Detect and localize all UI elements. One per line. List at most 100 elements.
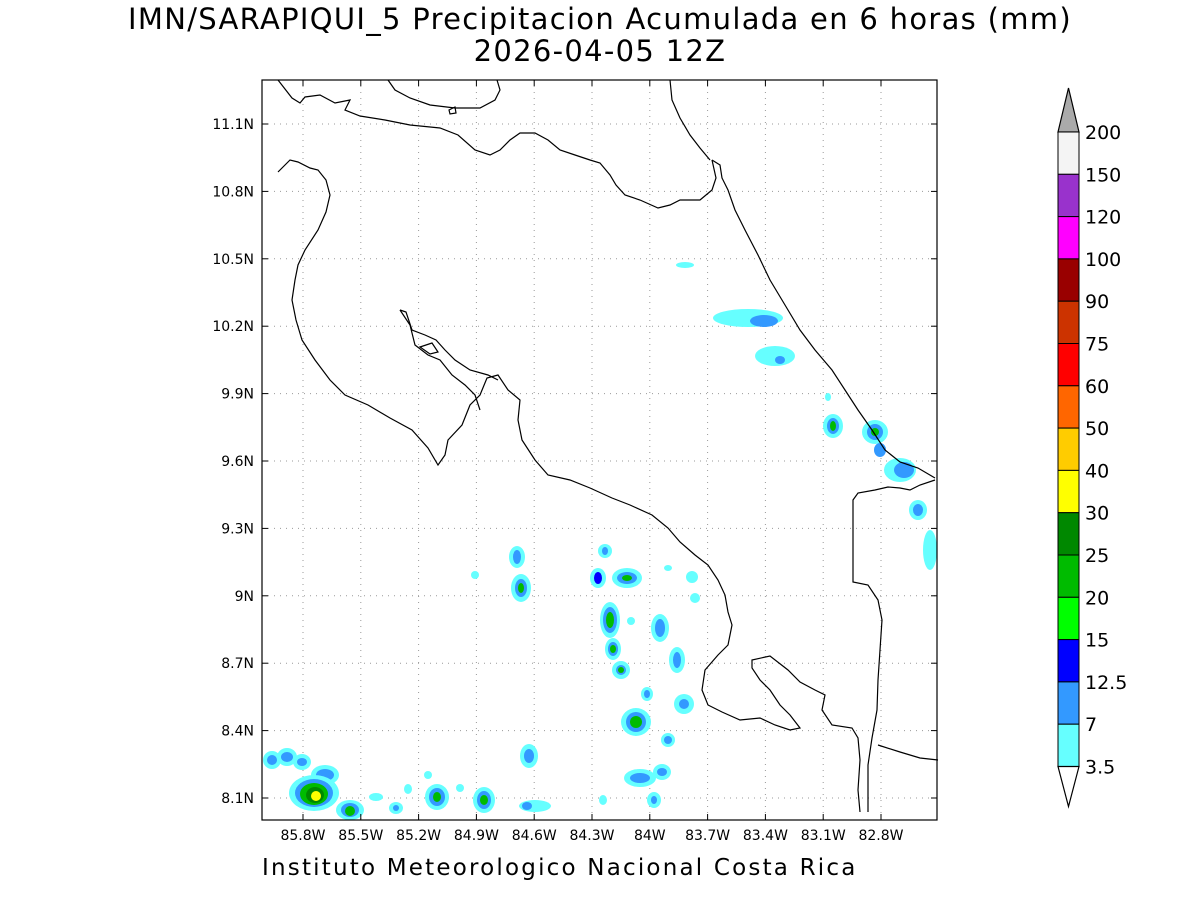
colorbar-swatch <box>1057 512 1080 556</box>
precip-cell <box>923 530 937 570</box>
burica-peninsula <box>877 744 939 761</box>
colorbar-label: 75 <box>1085 334 1109 356</box>
precip-cell <box>775 356 785 364</box>
x-tick-label: 84.6W <box>512 828 557 844</box>
colorbar-swatch <box>1057 300 1080 345</box>
precip-cell <box>281 752 293 762</box>
colorbar-label: 150 <box>1085 164 1121 186</box>
y-tick-label: 8.7N <box>221 656 254 672</box>
precip-cell <box>655 619 665 637</box>
precip-cell <box>618 667 624 673</box>
coast-top-right <box>669 79 711 161</box>
precip-cell <box>690 593 700 603</box>
colorbar-label: 90 <box>1085 291 1109 313</box>
precip-cell <box>627 617 635 625</box>
precip-cell <box>679 699 689 709</box>
precip-cell <box>871 428 879 436</box>
precip-cell <box>599 795 607 805</box>
chira-island <box>418 342 439 355</box>
precip-cell <box>602 547 608 555</box>
x-tick-label: 84.3W <box>569 828 614 844</box>
colorbar-label: 7 <box>1085 714 1097 736</box>
colorbar-swatch <box>1057 596 1080 641</box>
colorbar-label: 200 <box>1085 122 1121 144</box>
map-title: IMN/SARAPIQUI_5 Precipitacion Acumulada … <box>128 2 1072 36</box>
colorbar-swatch <box>1057 469 1080 514</box>
colorbar-label: 15 <box>1085 630 1109 652</box>
precip-cell <box>894 462 914 478</box>
precip-cell <box>651 796 657 804</box>
colorbar-label: 3.5 <box>1085 757 1115 779</box>
precip-cell <box>513 550 521 564</box>
precip-cell <box>830 421 836 431</box>
precip-cell <box>424 771 432 779</box>
precip-cell <box>874 443 886 457</box>
nicoya-inner <box>399 309 499 381</box>
precip-cell <box>657 768 667 776</box>
precip-cell <box>664 736 672 744</box>
x-tick-label: 83.1W <box>801 828 846 844</box>
precip-cell <box>267 755 277 765</box>
colorbar-label: 100 <box>1085 249 1121 271</box>
y-tick-label: 8.1N <box>221 791 254 807</box>
x-tick-label: 82.8W <box>858 828 903 844</box>
lake-island <box>448 106 457 115</box>
precip-cell <box>456 784 464 792</box>
precip-cell <box>433 792 441 802</box>
colorbar-swatch <box>1057 554 1080 598</box>
colorbar-swatch <box>1057 258 1080 302</box>
pacific-coast-nw <box>277 159 861 813</box>
colorbar-label: 25 <box>1085 545 1109 567</box>
lake-north-shore <box>387 79 501 109</box>
precip-cell <box>404 784 412 794</box>
x-tick-label: 83.4W <box>743 828 788 844</box>
coastline-borders <box>277 79 939 813</box>
precip-cell <box>825 393 831 401</box>
y-tick-label: 11.1N <box>212 117 254 133</box>
precip-cell <box>676 262 694 268</box>
precip-cell <box>610 645 616 653</box>
precip-cell <box>630 773 650 783</box>
x-tick-label: 84.9W <box>454 828 499 844</box>
colorbar-swatch <box>1057 639 1080 683</box>
footer-credit: Instituto Meteorologico Nacional Costa R… <box>262 855 858 881</box>
nicaragua-lake-shore <box>277 79 717 209</box>
colorbar-under-triangle <box>1057 765 1080 809</box>
precip-cell <box>594 572 602 584</box>
nicoya-gulf-peninsula <box>399 309 481 411</box>
precip-cell <box>644 690 650 698</box>
precip-cell <box>297 758 307 766</box>
panama-border <box>852 479 936 812</box>
x-tick-label: 83.7W <box>685 828 730 844</box>
colorbar-label: 12.5 <box>1085 672 1127 694</box>
colorbar-legend: 200 150 120 100 90 75 60 50 40 30 25 20 15 12.5 7 3.5 <box>1057 87 1127 809</box>
colorbar-swatch <box>1057 343 1080 387</box>
precip-cell <box>393 805 399 811</box>
x-tick-label: 84W <box>634 828 666 844</box>
caribbean-coast <box>711 159 936 479</box>
colorbar-swatch <box>1057 681 1080 725</box>
x-tick-label: 85.5W <box>338 828 383 844</box>
map-subtitle-date: 2026-04-05 12Z <box>473 34 727 68</box>
y-axis: 11.1N 10.8N 10.5N 10.2N 9.9N 9.6N 9.3N 9N 8.7N 8.… <box>212 117 937 807</box>
precip-cell <box>311 791 321 801</box>
precip-cell <box>345 806 355 816</box>
precip-cell <box>755 346 795 366</box>
precip-cell <box>522 802 532 810</box>
y-tick-label: 9.6N <box>221 454 254 470</box>
precip-cell <box>750 315 778 327</box>
plot-frame <box>261 79 938 821</box>
precip-cell <box>686 571 698 583</box>
colorbar-label: 20 <box>1085 587 1109 609</box>
y-tick-label: 10.8N <box>212 184 254 200</box>
precip-cell <box>524 749 534 763</box>
y-tick-label: 9.9N <box>221 387 254 403</box>
precip-cell <box>913 504 923 516</box>
precip-cell <box>630 716 642 728</box>
x-tick-label: 85.2W <box>396 828 441 844</box>
precip-cell <box>673 652 681 668</box>
precip-cell <box>471 571 479 579</box>
precip-cell <box>622 575 632 581</box>
colorbar-swatch <box>1057 131 1080 175</box>
